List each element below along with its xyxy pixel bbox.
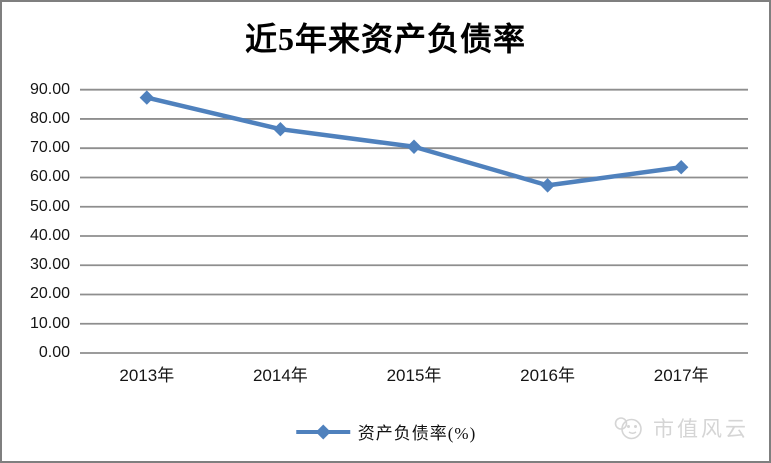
- watermark-text: 市值风云: [653, 418, 749, 441]
- x-axis-tick-label: 2015年: [386, 366, 442, 385]
- gridlines: [80, 88, 748, 354]
- data-point-marker: [139, 90, 154, 105]
- data-point-marker: [540, 178, 555, 193]
- watermark: 市值风云: [613, 413, 749, 443]
- legend-line-marker-icon: [295, 424, 350, 439]
- y-axis-tick-label: 0.00: [38, 344, 70, 361]
- x-axis-tick-label: 2016年: [520, 366, 575, 385]
- y-axis-tick-label: 10.00: [29, 314, 70, 332]
- y-axis-tick-label: 60.00: [29, 168, 70, 186]
- x-axis-tick-label: 2014年: [252, 366, 308, 385]
- y-axis-tick-label: 40.00: [29, 226, 70, 244]
- y-axis-tick-label: 90.00: [29, 80, 70, 98]
- y-axis-tick-label: 50.00: [29, 197, 70, 215]
- legend: 资产负债率(%): [295, 419, 476, 444]
- y-axis-tick-label: 80.00: [29, 109, 70, 127]
- x-axis-tick-label: 2013年: [119, 366, 175, 385]
- y-axis-tick-label: 30.00: [29, 256, 70, 274]
- data-point-marker: [674, 160, 689, 175]
- panda-logo-icon: [614, 417, 642, 440]
- legend-label: 资产负债率(%): [357, 424, 477, 443]
- x-axis-tick-label: 2017年: [653, 366, 709, 385]
- data-point-marker: [273, 121, 288, 137]
- y-axis-tick-label: 70.00: [29, 139, 70, 157]
- data-point-marker: [406, 139, 422, 154]
- data-series: [139, 90, 689, 193]
- chart-title: 近5年来资产负债率: [244, 21, 526, 57]
- y-axis-tick-label: 20.00: [29, 285, 70, 303]
